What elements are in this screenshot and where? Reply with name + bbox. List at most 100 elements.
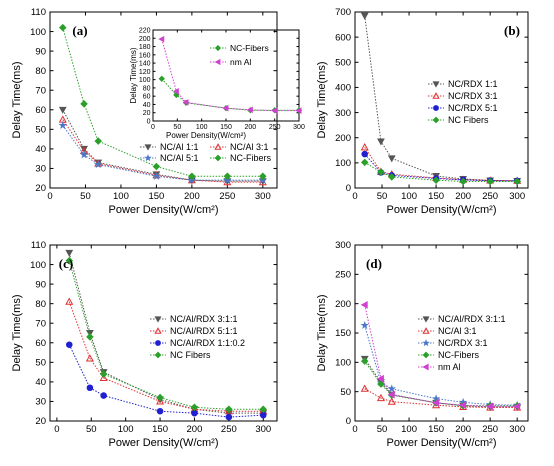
data-point [360,143,369,151]
y-tick-label: 60 [35,338,46,349]
legend-marker [432,116,440,124]
y-tick-label: 40 [143,102,151,109]
legend-marker [214,44,222,52]
y-tick-label: 20 [143,110,151,117]
plot-frame [49,244,278,422]
data-point [360,300,368,309]
data-point [99,373,108,382]
y-tick-label: 30 [35,397,46,408]
legend-label: NC-Fibers [438,350,480,360]
data-point [58,121,67,129]
legend-label: NC/Al 1:1 [160,142,199,152]
data-point [259,411,267,419]
x-tick-label: 200 [187,424,203,435]
y-tick-label: 200 [335,133,351,144]
legend-label: NC/RDX 3:1 [438,338,488,348]
y-tick-label: 110 [31,7,46,18]
y-axis-label: Delay Time(ms) [11,294,23,371]
legend-label: NC-Fibers [230,153,272,163]
data-point [459,177,467,186]
x-tick-label: 150 [152,424,168,435]
data-point [259,405,268,414]
y-axis-label: Delay Time(ms) [11,61,23,138]
y-tick-label: 300 [335,108,351,119]
legend-label: NC/Al/RDX 5:1:1 [170,326,238,336]
x-tick-label: 0 [47,191,52,202]
data-point [513,177,521,186]
x-tick-label: 150 [148,191,164,202]
data-point [65,256,74,265]
legend: NC/Al/RDX 3:1:1 NC/Al/RDX 5:1:1 NC/Al/RDX … [150,314,245,360]
legend-marker [144,144,152,151]
legend-marker [422,339,430,347]
data-point [377,168,385,176]
y-tick-label: 400 [335,83,351,94]
y-tick-label: 80 [35,299,46,310]
plot-frame [49,11,278,189]
legend-label: nm Al [438,362,461,372]
data-point [360,357,369,365]
x-tick-label: 200 [455,191,471,202]
data-point [377,138,385,146]
x-tick-label: 250 [219,191,235,202]
y-tick-label: 100 [335,158,351,169]
y-tick-label: 90 [35,279,46,290]
y-tick-label: 100 [335,358,351,369]
data-point [65,297,74,305]
x-tick-label: 200 [455,424,471,435]
x-axis-label: Power Density(W/cm²) [386,437,496,449]
x-tick-label: 150 [428,424,444,435]
y-tick-label: 50 [35,358,46,369]
data-point [295,107,302,114]
inset-y-axis-label: Delay Time(ms) [129,47,138,103]
x-tick-label: 0 [352,424,357,435]
legend-label: NC Fibers [448,115,489,125]
data-point [156,407,164,415]
legend-label: NC/RDX 3:1 [448,91,498,101]
legend-marker [422,316,430,323]
legend-marker [422,327,430,334]
data-point [361,150,369,158]
data-point [387,397,396,405]
data-point [156,397,165,405]
data-point [86,384,94,392]
data-point [387,390,395,399]
legend-label: nm Al [230,57,251,67]
data-point [182,99,189,106]
legend-label: NC/RDX 5:1 [448,103,498,113]
y-tick-label: 0 [346,416,351,427]
series-line [161,78,299,111]
data-point [158,35,165,43]
y-tick-label: 40 [35,144,46,155]
y-tick-label: 100 [30,260,46,271]
x-tick-label: 200 [184,191,200,202]
x-tick-label: 50 [173,124,181,131]
plot-frame [354,11,529,189]
y-tick-label: 40 [35,377,46,388]
data-point [172,87,179,95]
x-tick-label: 100 [118,424,134,435]
x-tick-label: 50 [80,191,91,202]
legend-label: NC/Al 5:1 [160,153,199,163]
x-tick-label: 200 [244,124,256,131]
x-tick-label: 300 [293,124,305,131]
data-point [85,354,94,362]
data-point [65,341,73,349]
data-point [80,100,88,108]
panel-label: (c) [59,256,73,271]
y-tick-label: 0 [147,119,151,126]
data-point [59,23,67,32]
x-tick-label: 100 [401,424,417,435]
y-axis-label: Delay Time(ms) [316,61,328,138]
legend-marker [154,327,162,334]
y-tick-label: 110 [31,240,46,251]
panel-label: (b) [504,23,520,38]
legend-marker [432,81,440,88]
data-point [271,107,278,114]
data-point [152,171,161,180]
y-tick-label: 50 [35,125,46,136]
x-tick-label: 250 [269,124,281,131]
data-point [246,106,253,114]
x-tick-label: 100 [113,191,129,202]
legend-marker [144,154,152,162]
